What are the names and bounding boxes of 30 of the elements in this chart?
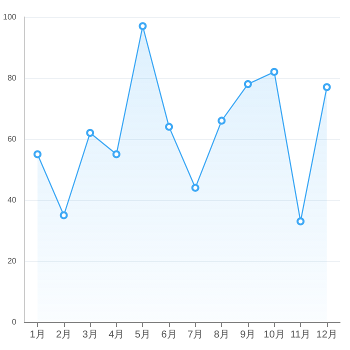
point bbox=[86, 128, 94, 137]
x-tick-label: 10月 bbox=[264, 330, 285, 340]
y-tick-label: 20 bbox=[7, 256, 17, 266]
point bbox=[218, 116, 226, 125]
point bbox=[138, 22, 147, 30]
y-tick-label: 0 bbox=[12, 318, 17, 326]
point bbox=[296, 217, 305, 226]
point bbox=[60, 211, 68, 220]
x-tick-label: 9月 bbox=[240, 330, 256, 340]
y-tick-label: 60 bbox=[7, 134, 17, 144]
y-tick-label: 100 bbox=[2, 12, 17, 22]
x-tick-label: 6月 bbox=[161, 330, 177, 340]
point bbox=[191, 184, 200, 192]
point bbox=[322, 83, 331, 92]
x-tick-label: 12月 bbox=[316, 330, 338, 340]
x-tick-label: 4月 bbox=[108, 330, 124, 340]
x-tick-label: 2月 bbox=[56, 330, 72, 340]
y-tick-label: 80 bbox=[7, 74, 17, 82]
x-tick-label: 7月 bbox=[188, 330, 204, 340]
y-tick-label: 40 bbox=[7, 196, 17, 204]
x-tick-label: 1月 bbox=[30, 330, 46, 340]
x-tick-label: 8月 bbox=[214, 330, 230, 340]
point bbox=[112, 150, 120, 158]
x-tick-label: 11月 bbox=[290, 330, 311, 340]
point bbox=[244, 80, 252, 88]
point bbox=[165, 122, 174, 131]
x-tick-label: 3月 bbox=[82, 330, 98, 340]
point bbox=[270, 68, 278, 76]
x-tick-label: 5月 bbox=[134, 330, 150, 340]
point bbox=[34, 150, 42, 158]
